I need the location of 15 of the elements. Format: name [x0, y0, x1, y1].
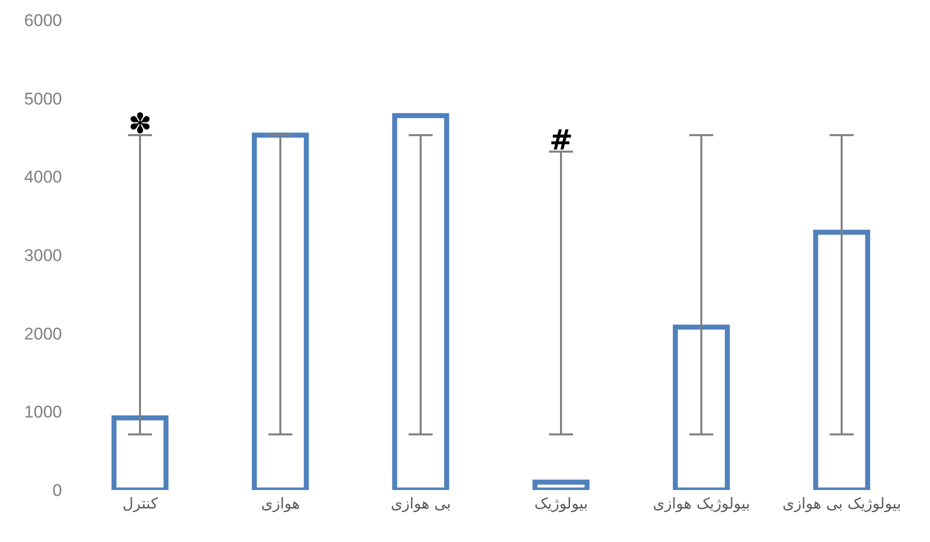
x-tick-label: کنترل — [122, 494, 159, 513]
x-tick-label: بیولوژیک هوازی — [652, 494, 750, 513]
y-tick-label: 4000 — [24, 168, 62, 187]
y-tick-label: 2000 — [24, 324, 62, 344]
y-tick-label: 1000 — [24, 402, 62, 422]
y-tick-label: 5000 — [24, 89, 62, 108]
y-tick-label: 0 — [52, 481, 62, 500]
annotation: # — [549, 124, 573, 157]
annotation: ✽ — [128, 107, 152, 140]
x-tick-label: بی هوازی — [390, 494, 451, 513]
x-tick-label: بیولوژیک بی هوازی — [782, 494, 902, 513]
y-tick-label: 6000 — [24, 11, 62, 30]
y-tick-label: 3000 — [24, 246, 62, 266]
x-tick-label: هوازی — [261, 494, 300, 513]
x-tick-label: بیولوژیک — [534, 494, 588, 513]
